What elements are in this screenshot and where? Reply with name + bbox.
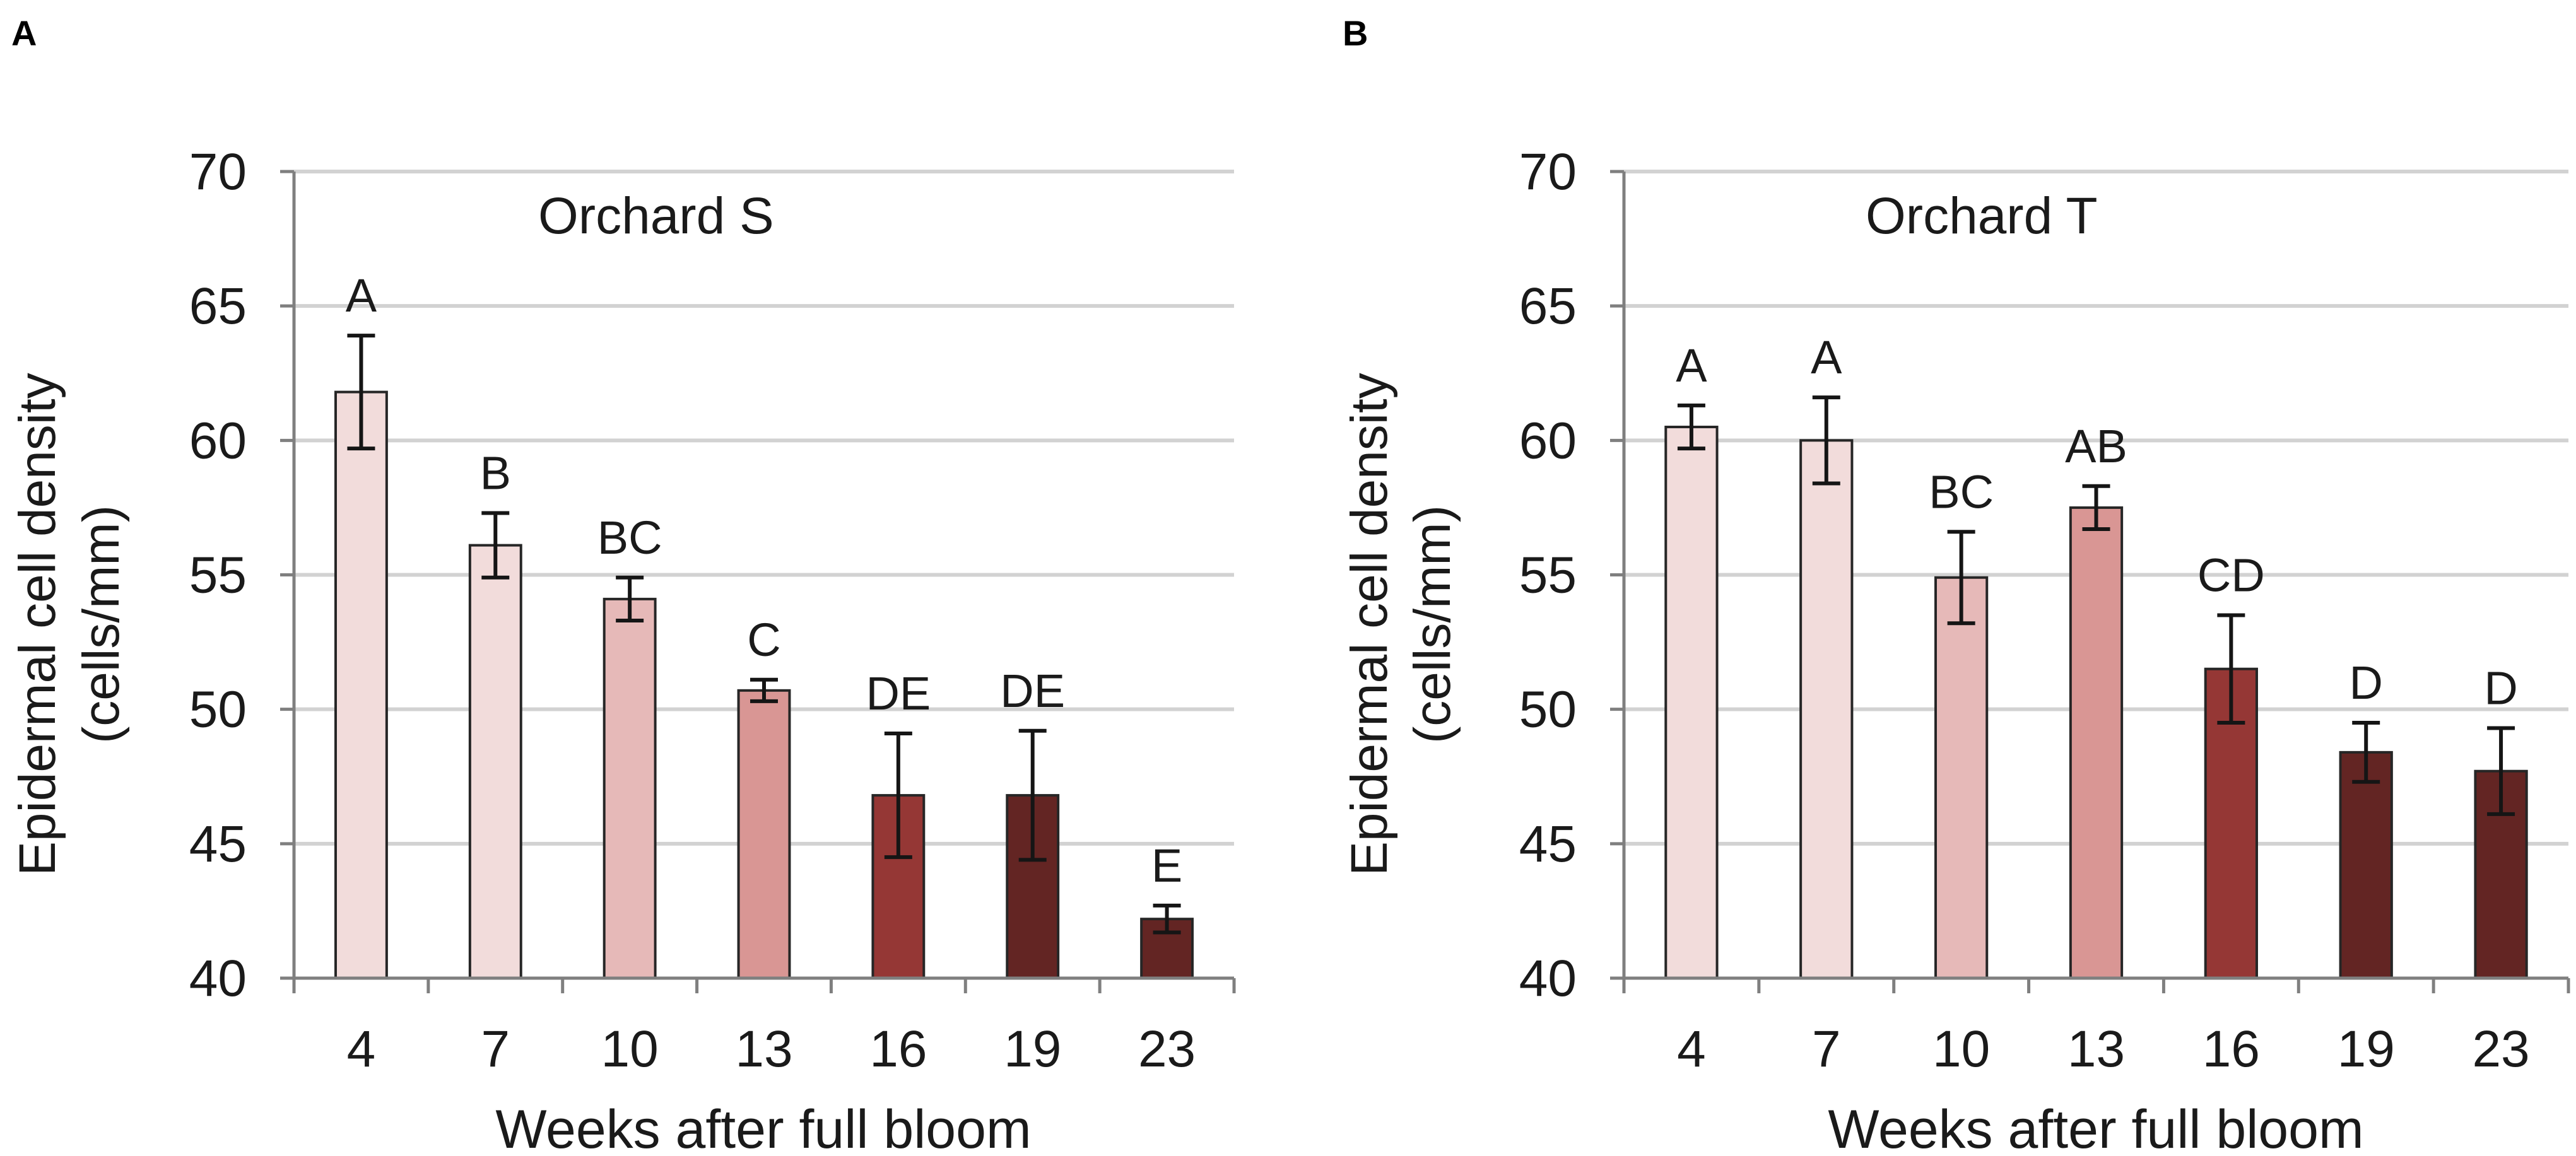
error-bar (2082, 484, 2110, 532)
y-tick-label: 50 (1519, 681, 1577, 739)
x-tick-label: 23 (2472, 1020, 2529, 1078)
x-tick-labels: 4 7 10 13 16 19 23 (1677, 1020, 2530, 1078)
x-tick-label: 13 (735, 1020, 792, 1078)
chart-panel-b: B 40 45 50 55 60 65 70 4 7 10 13 16 19 23 A A BC AB CD D D… (1341, 13, 2570, 1156)
x-tick-label: 23 (1138, 1020, 1196, 1078)
y-tick-label: 45 (1519, 815, 1577, 873)
y-tick-label: 55 (1519, 547, 1577, 604)
error-bar (616, 575, 644, 622)
y-axis-label-line2: (cells/mm) (1404, 505, 1461, 744)
error-bar (1018, 728, 1047, 862)
x-tick-label: 19 (1004, 1020, 1061, 1078)
y-tick-label: 50 (189, 681, 247, 739)
significance-letter: D (2484, 662, 2517, 715)
significance-letter: B (480, 447, 511, 499)
significance-letter: CD (2197, 549, 2265, 601)
bar-week-13 (737, 689, 791, 980)
y-tick-label: 60 (1519, 412, 1577, 469)
y-tick-label: 70 (189, 143, 247, 201)
significance-letter: BC (1929, 465, 1994, 518)
error-bar (1812, 395, 1840, 486)
error-bar (2487, 726, 2515, 816)
significance-letter: DE (866, 667, 931, 720)
y-tick-label: 45 (189, 815, 247, 873)
significance-letter: A (1811, 331, 1842, 383)
y-tick-labels: 40 45 50 55 60 65 70 (1519, 143, 1577, 1007)
error-bar (2352, 720, 2380, 784)
bar-series (1664, 426, 2528, 980)
error-bar (1153, 903, 1181, 935)
y-axis-label-line1: Epidermal cell density (9, 373, 66, 876)
error-bar (884, 732, 912, 860)
y-tick-label: 60 (189, 412, 247, 469)
y-tick-label: 65 (189, 277, 247, 335)
y-axis-label-line2: (cells/mm) (73, 505, 130, 744)
y-tick-label: 65 (1519, 277, 1577, 335)
error-bar (1677, 403, 1705, 451)
x-axis-label: Weeks after full bloom (1828, 1099, 2363, 1156)
y-tick-labels: 40 45 50 55 60 65 70 (189, 143, 247, 1007)
axes (280, 170, 1236, 993)
bar-week-10 (1934, 576, 1989, 979)
gridlines (294, 170, 1234, 846)
panel-letter-b: B (1343, 13, 1368, 53)
significance-letters: A A BC AB CD D D (1676, 331, 2518, 714)
error-bar (2217, 613, 2245, 725)
chart-title: Orchard S (538, 187, 774, 245)
y-axis-label-line1: Epidermal cell density (1341, 373, 1398, 876)
significance-letter: A (346, 269, 377, 322)
significance-letter: E (1151, 839, 1182, 892)
x-axis-label: Weeks after full bloom (495, 1099, 1031, 1156)
x-tick-label: 10 (601, 1020, 659, 1078)
error-bar (481, 511, 510, 580)
x-tick-label: 13 (2067, 1020, 2125, 1078)
error-bar (347, 334, 375, 451)
error-bars (1677, 395, 2515, 816)
x-tick-labels: 4 7 10 13 16 19 23 (347, 1020, 1196, 1078)
x-tick-label: 10 (1932, 1020, 1990, 1078)
x-tick-label: 7 (481, 1020, 510, 1078)
significance-letter: C (747, 614, 780, 666)
y-tick-label: 40 (1519, 950, 1577, 1007)
error-bar (750, 677, 778, 703)
error-bars (347, 334, 1181, 935)
y-tick-label: 55 (189, 547, 247, 604)
bar-week-13 (2069, 506, 2124, 979)
bar-week-19 (2339, 750, 2393, 979)
bar-week-4 (334, 390, 388, 979)
significance-letter: DE (1000, 665, 1065, 717)
significance-letter: A (1676, 339, 1707, 392)
bar-week-7 (468, 544, 522, 979)
x-tick-label: 19 (2338, 1020, 2395, 1078)
chart-title: Orchard T (1866, 187, 2098, 245)
bar-week-7 (1799, 439, 1854, 979)
significance-letters: A B BC C DE DE E (346, 269, 1183, 892)
chart-panel-a: A 40 45 50 55 60 65 70 4 7 10 13 16 19 23 A B BC C DE DE E… (9, 13, 1236, 1156)
axes (1610, 170, 2570, 993)
significance-letter: BC (597, 511, 662, 564)
error-bar (1947, 530, 1975, 626)
bar-week-10 (603, 597, 657, 979)
panel-letter-a: A (11, 13, 37, 53)
x-tick-label: 4 (347, 1020, 376, 1078)
x-tick-label: 7 (1812, 1020, 1841, 1078)
significance-letter: D (2349, 657, 2382, 709)
x-tick-label: 16 (2203, 1020, 2260, 1078)
significance-letter: AB (2065, 420, 2127, 472)
x-tick-label: 16 (869, 1020, 927, 1078)
y-tick-label: 40 (189, 950, 247, 1007)
x-tick-label: 4 (1677, 1020, 1706, 1078)
y-tick-label: 70 (1519, 143, 1577, 201)
bar-week-4 (1664, 426, 1719, 979)
